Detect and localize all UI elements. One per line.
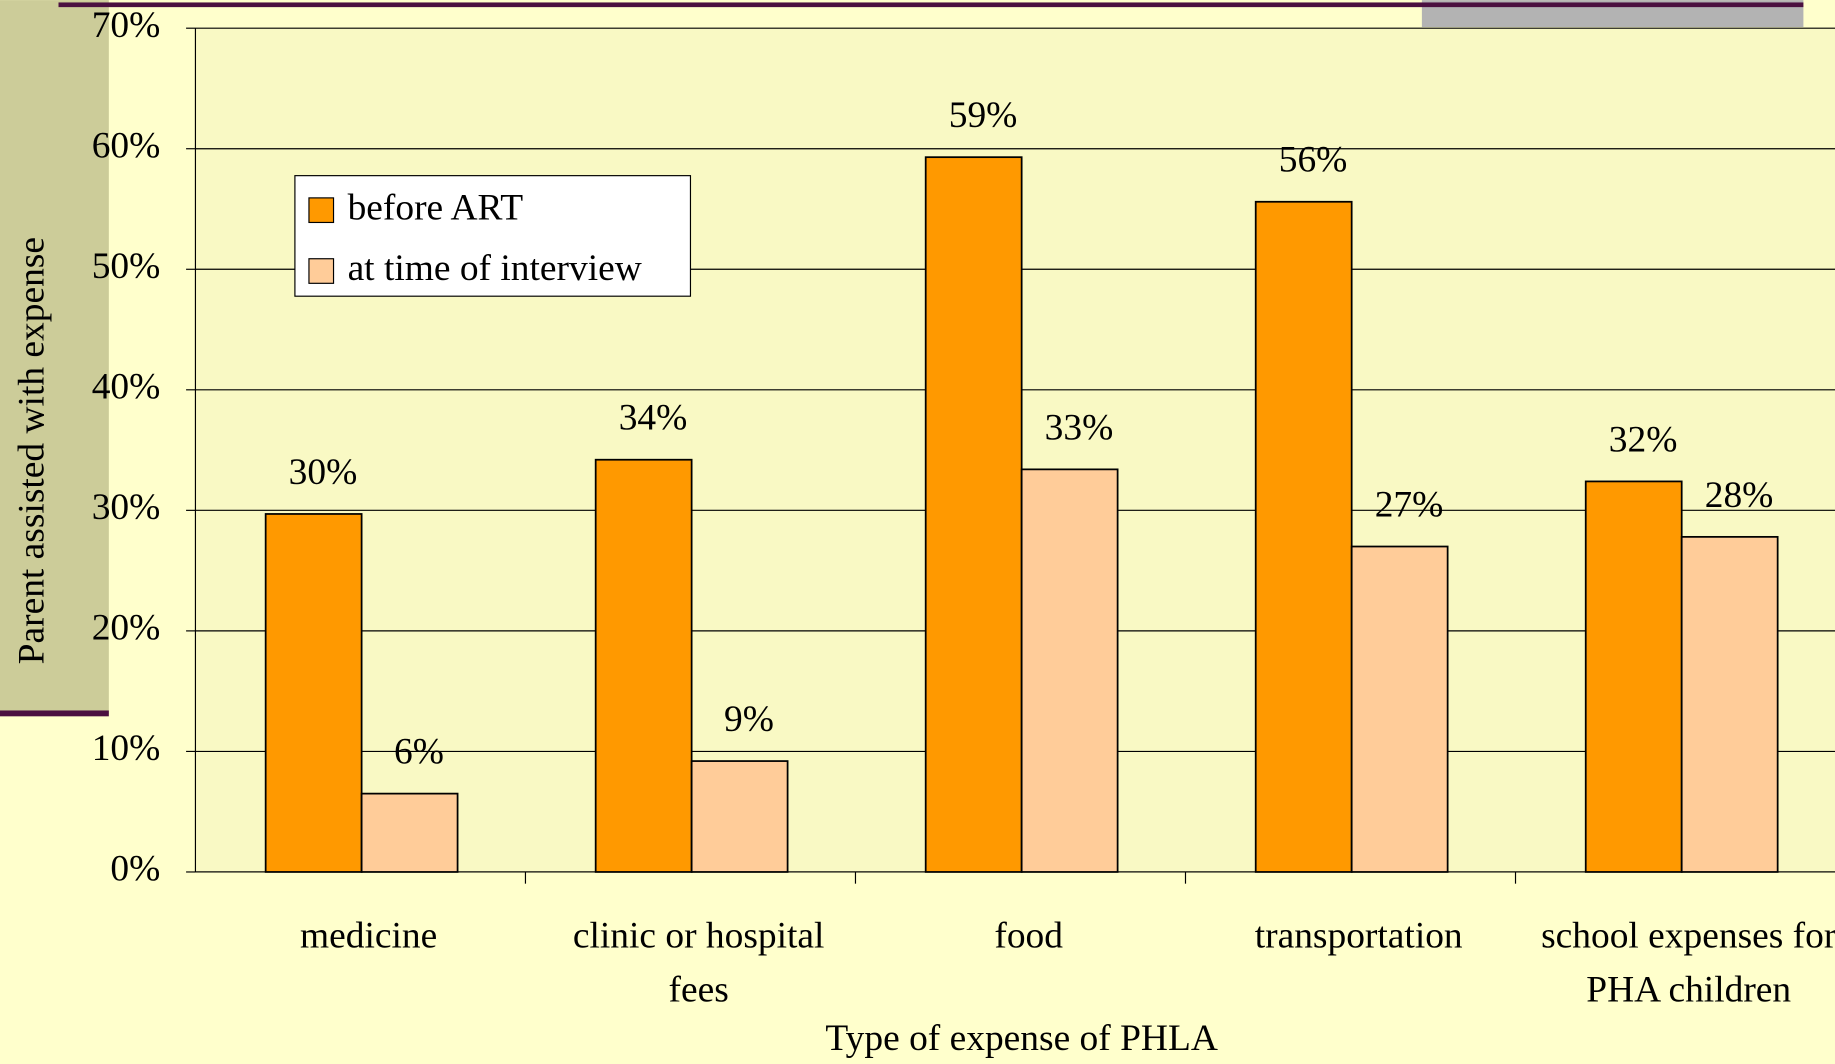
bar	[690, 760, 789, 873]
side-decoration	[0, 0, 109, 714]
y-tick-label: 60%	[92, 125, 161, 166]
bar	[1350, 545, 1449, 873]
x-tick-label: transportation	[1255, 915, 1463, 956]
x-tick-label: food	[994, 915, 1063, 956]
y-axis-title: Parent assisted with expense	[12, 237, 53, 664]
value-label: 33%	[1045, 407, 1114, 448]
bar	[1680, 535, 1779, 873]
x-tick-label: school expenses for PHA children	[1541, 915, 1835, 1010]
y-tick-label: 30%	[92, 487, 161, 528]
bar	[264, 513, 363, 873]
y-tick-label: 50%	[92, 246, 161, 287]
value-label: 9%	[724, 699, 774, 740]
bar	[594, 458, 693, 873]
y-tick-label: 40%	[92, 366, 161, 407]
x-axis-title: Type of expense of PHLA	[825, 1018, 1217, 1059]
value-label: 56%	[1279, 140, 1348, 181]
x-tick-label: clinic or hospital fees	[573, 915, 825, 1010]
value-label: 34%	[619, 398, 688, 439]
legend-label: before ART	[348, 187, 524, 228]
legend-swatch	[308, 258, 335, 284]
value-label: 32%	[1609, 419, 1678, 460]
legend: before ART at time of interview	[294, 175, 692, 297]
legend-swatch	[308, 197, 335, 224]
value-label: 59%	[949, 95, 1018, 136]
bars: 30% 6% 34% 9% 59% 33% 56% 27% 32% 28%	[264, 95, 1779, 873]
y-tick-label: 20%	[92, 607, 161, 648]
bar	[1020, 468, 1119, 873]
legend-label: at time of interview	[348, 248, 642, 289]
y-tick-label: 70%	[92, 5, 161, 46]
value-label: 30%	[289, 452, 358, 493]
side-line	[0, 710, 109, 717]
value-label: 28%	[1705, 475, 1774, 516]
value-label: 6%	[394, 732, 444, 773]
value-label: 27%	[1375, 484, 1444, 525]
bar	[924, 156, 1023, 873]
bar	[1584, 480, 1683, 873]
y-tick-label: 10%	[92, 728, 161, 769]
top-line	[58, 2, 1804, 8]
bar	[360, 792, 459, 873]
legend-box	[294, 175, 692, 297]
y-tick-label: 0%	[110, 849, 160, 890]
bar	[1254, 200, 1353, 873]
x-tick-label: medicine	[300, 915, 437, 956]
